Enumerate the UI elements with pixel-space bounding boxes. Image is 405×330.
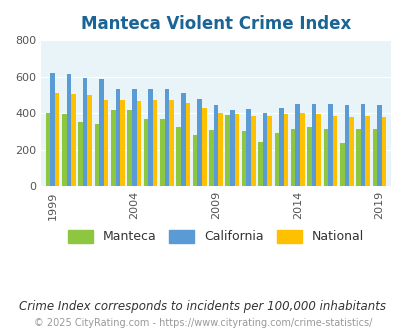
Bar [344, 105, 348, 186]
Bar [295, 104, 299, 186]
Bar [169, 100, 173, 186]
Bar [327, 104, 332, 186]
Bar [104, 100, 108, 186]
Bar [290, 129, 295, 186]
Bar [262, 113, 266, 186]
Bar [136, 101, 141, 186]
Bar [213, 105, 218, 186]
Bar [148, 88, 153, 186]
Bar [250, 116, 255, 186]
Bar [323, 129, 327, 186]
Bar [299, 113, 304, 186]
Bar [372, 129, 376, 186]
Bar [246, 109, 250, 186]
Bar [201, 108, 206, 186]
Legend: Manteca, California, National: Manteca, California, National [63, 225, 368, 248]
Bar [181, 93, 185, 186]
Bar [120, 100, 124, 186]
Bar [160, 119, 164, 186]
Bar [55, 93, 59, 186]
Text: © 2025 CityRating.com - https://www.cityrating.com/crime-statistics/: © 2025 CityRating.com - https://www.city… [34, 318, 371, 328]
Bar [66, 74, 71, 186]
Bar [360, 104, 364, 186]
Bar [71, 94, 75, 186]
Bar [192, 135, 197, 186]
Bar [111, 111, 115, 186]
Bar [348, 117, 353, 186]
Bar [356, 129, 360, 186]
Bar [225, 115, 230, 186]
Title: Manteca Violent Crime Index: Manteca Violent Crime Index [81, 15, 350, 33]
Bar [83, 78, 87, 186]
Bar [230, 111, 234, 186]
Bar [258, 142, 262, 186]
Bar [143, 119, 148, 186]
Bar [78, 122, 83, 186]
Bar [307, 127, 311, 186]
Text: Crime Index corresponds to incidents per 100,000 inhabitants: Crime Index corresponds to incidents per… [19, 300, 386, 314]
Bar [311, 104, 315, 186]
Bar [283, 114, 288, 186]
Bar [332, 116, 337, 186]
Bar [234, 114, 239, 186]
Bar [381, 117, 386, 186]
Bar [209, 130, 213, 186]
Bar [279, 108, 283, 186]
Bar [94, 124, 99, 186]
Bar [185, 103, 190, 186]
Bar [315, 114, 320, 186]
Bar [339, 143, 344, 186]
Bar [153, 100, 157, 186]
Bar [176, 127, 181, 186]
Bar [376, 105, 381, 186]
Bar [127, 110, 132, 186]
Bar [364, 116, 369, 186]
Bar [45, 113, 50, 186]
Bar [132, 89, 136, 186]
Bar [241, 131, 246, 186]
Bar [62, 114, 66, 186]
Bar [99, 80, 104, 186]
Bar [87, 95, 92, 186]
Bar [274, 133, 279, 186]
Bar [115, 88, 120, 186]
Bar [197, 99, 201, 186]
Bar [50, 73, 55, 186]
Bar [164, 89, 169, 186]
Bar [218, 113, 222, 186]
Bar [266, 116, 271, 186]
